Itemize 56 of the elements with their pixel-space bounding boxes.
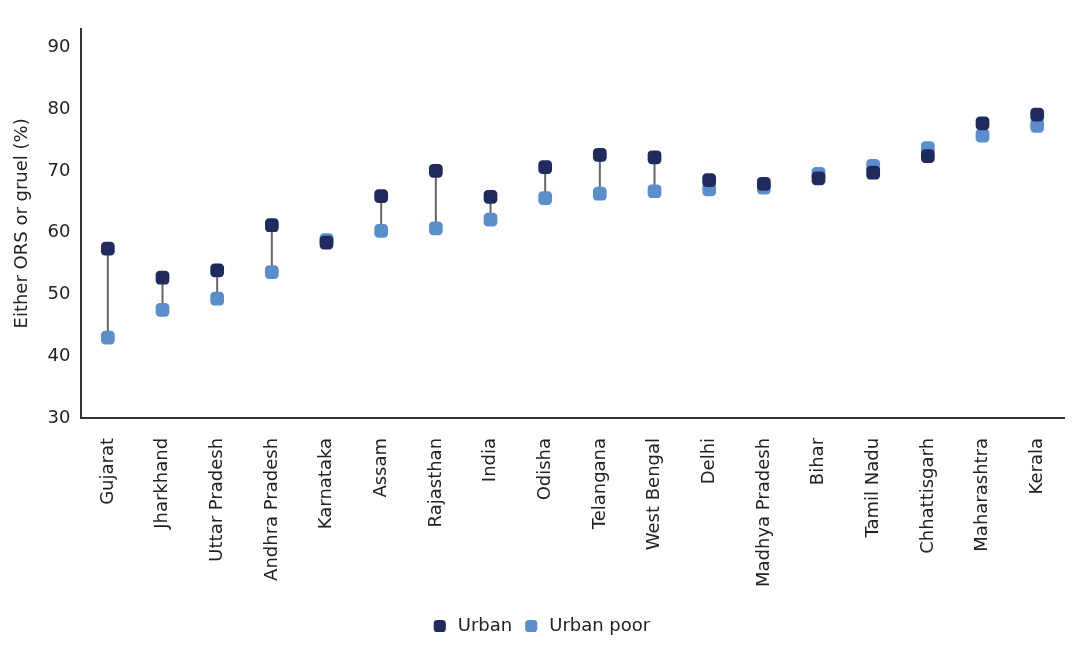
point xyxy=(374,189,389,204)
point xyxy=(702,173,717,187)
point xyxy=(100,241,115,256)
point xyxy=(920,149,935,163)
y-axis-title: Either ORS or gruel (%) xyxy=(10,118,32,329)
point xyxy=(210,263,225,278)
x-tick-label: Telangana xyxy=(587,437,609,531)
y-tick-label: 40 xyxy=(47,343,71,365)
point xyxy=(538,160,553,175)
x-tick-label: Odisha xyxy=(532,437,554,501)
x-tick-label: Gujarat xyxy=(95,437,117,505)
point xyxy=(155,270,170,285)
x-tick-label: Rajasthan xyxy=(423,437,445,528)
point xyxy=(647,150,662,165)
point xyxy=(811,171,826,186)
x-tick-label: Tamil Nadu xyxy=(860,437,882,539)
x-tick-label: Karnataka xyxy=(314,437,336,530)
x-tick-label: Delhi xyxy=(696,437,718,485)
point xyxy=(866,165,881,180)
point xyxy=(428,221,443,236)
y-tick-label: 70 xyxy=(47,158,71,180)
point xyxy=(210,291,225,306)
x-tick-label: West Bengal xyxy=(642,437,664,551)
x-tick-label: Assam xyxy=(368,437,390,498)
x-tick-label: Andhra Pradesh xyxy=(259,437,281,581)
point xyxy=(100,330,115,345)
x-tick-label: India xyxy=(478,437,500,483)
point xyxy=(264,265,279,280)
legend-label: Urban poor xyxy=(549,613,651,635)
y-tick-label: 60 xyxy=(47,220,71,242)
x-tick-label: Bihar xyxy=(806,437,828,486)
point xyxy=(264,218,279,233)
x-tick-label: Kerala xyxy=(1024,437,1046,495)
point xyxy=(1030,107,1045,122)
x-tick-label: Maharashtra xyxy=(970,437,992,552)
point xyxy=(592,186,607,201)
y-tick-label: 80 xyxy=(47,96,71,118)
x-tick-label: Madhya Pradesh xyxy=(751,437,773,588)
legend-label: Urban xyxy=(457,613,513,635)
point xyxy=(592,147,607,162)
point xyxy=(483,212,498,227)
x-tick-label: Jharkhand xyxy=(150,437,172,530)
point xyxy=(538,191,553,205)
x-tick-label: Chhattisgarh xyxy=(915,437,937,554)
y-tick-label: 90 xyxy=(47,35,71,56)
x-tick-label: Uttar Pradesh xyxy=(204,437,226,562)
point xyxy=(428,164,443,178)
y-tick-label: 30 xyxy=(47,405,71,427)
point xyxy=(975,116,990,131)
point xyxy=(647,184,662,199)
point xyxy=(756,176,771,191)
point xyxy=(374,223,389,238)
point xyxy=(975,128,990,143)
point xyxy=(483,189,498,204)
point xyxy=(155,302,170,317)
y-tick-label: 50 xyxy=(47,282,71,304)
